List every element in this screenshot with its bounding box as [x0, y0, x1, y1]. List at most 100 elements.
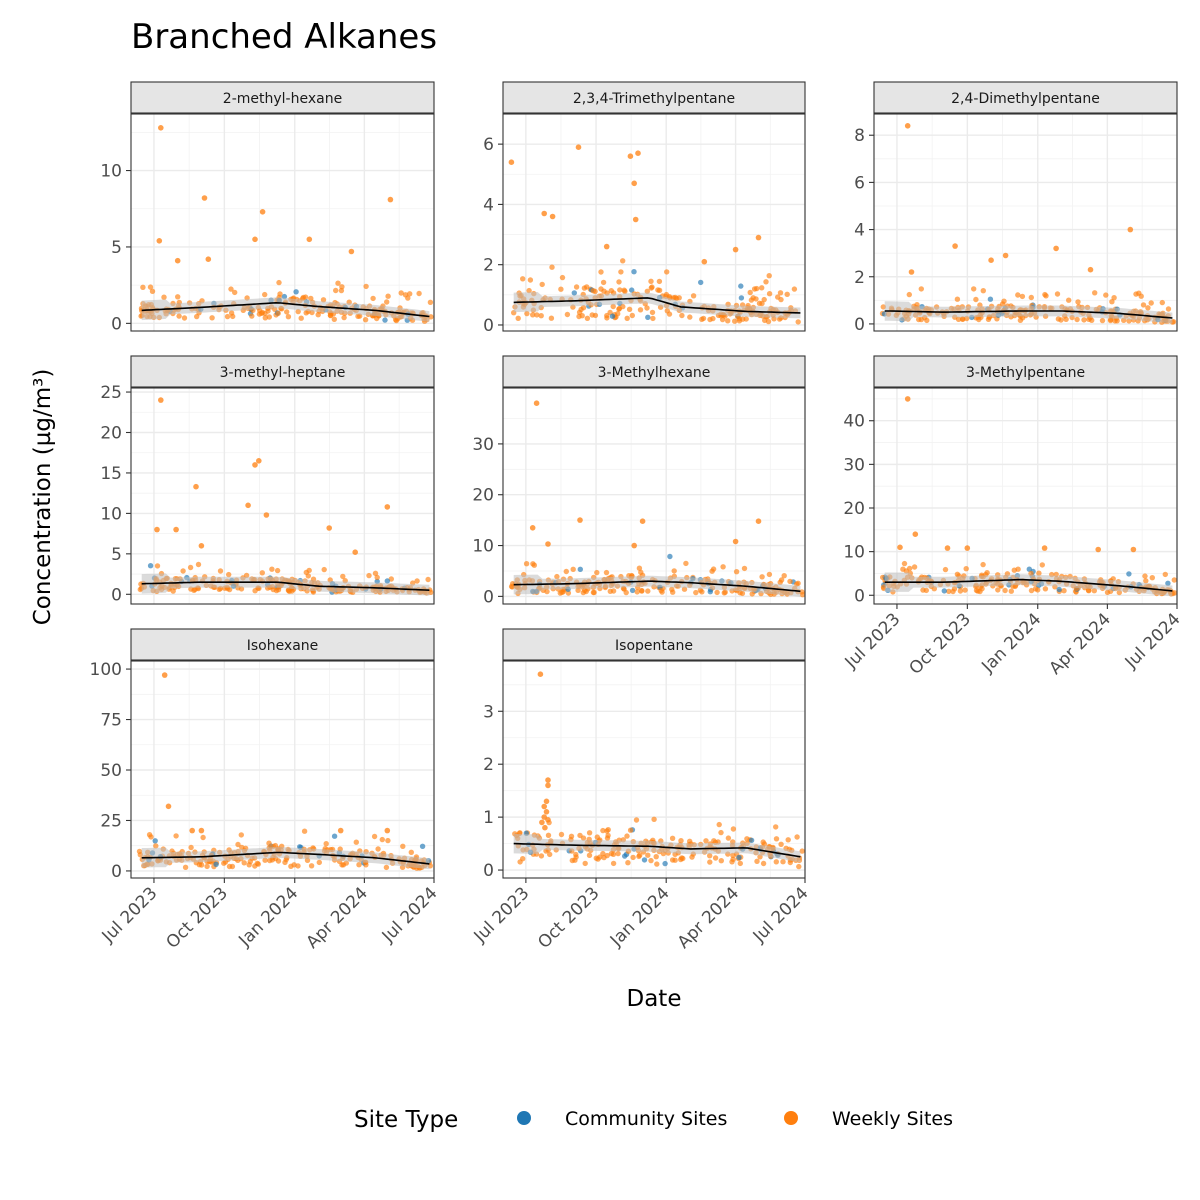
point-weekly-site	[714, 589, 720, 596]
y-tick-label: 0	[111, 585, 122, 605]
facet-label: 3-Methylpentane	[966, 365, 1085, 381]
point-weekly-site	[725, 835, 732, 841]
point-weekly-site	[137, 586, 143, 593]
point-weekly-site	[274, 567, 281, 574]
point-weekly-site	[301, 828, 308, 834]
y-tick-label: 2	[483, 755, 494, 775]
point-weekly-site	[545, 832, 552, 838]
panel-border	[502, 660, 806, 879]
y-tick-label: 15	[100, 464, 122, 484]
y-tick-label: 0	[483, 587, 494, 607]
point-weekly-site	[1149, 575, 1156, 581]
chart-title: Branched Alkanes	[131, 17, 437, 57]
panel-border	[502, 387, 806, 605]
point-weekly-site	[246, 862, 252, 868]
point-weekly-site	[780, 859, 786, 865]
point-weekly-site	[537, 671, 544, 677]
point-weekly-site	[398, 290, 404, 296]
point-weekly-site	[791, 286, 798, 292]
point-weekly-site	[763, 279, 769, 285]
point-weekly-site	[654, 861, 660, 867]
x-axis-title: Date	[627, 986, 682, 1012]
facet-label: 3-methyl-heptane	[220, 365, 346, 381]
point-weekly-site	[760, 860, 767, 867]
point-weekly-site	[637, 307, 644, 313]
point-weekly-site	[331, 316, 337, 322]
point-community-site	[641, 857, 648, 863]
facet-label: Isopentane	[615, 638, 693, 654]
trend-confidence-ribbon	[141, 847, 430, 870]
point-community-site	[629, 287, 635, 293]
point-weekly-site	[1142, 573, 1148, 579]
point-weekly-site	[920, 587, 926, 593]
point-weekly-site	[341, 314, 347, 321]
plot-area	[131, 388, 434, 604]
point-weekly-site	[545, 777, 551, 783]
point-weekly-site	[228, 286, 234, 292]
point-weekly-site	[942, 566, 949, 573]
point-weekly-site	[924, 317, 930, 324]
data-layer	[879, 123, 1177, 325]
point-weekly-site	[154, 526, 160, 533]
point-weekly-site	[323, 841, 329, 847]
point-weekly-site	[900, 566, 906, 572]
facet-strip	[873, 355, 1178, 388]
point-community-site	[622, 853, 628, 859]
trend-confidence-ribbon	[513, 574, 801, 597]
point-weekly-site	[906, 291, 912, 298]
point-weekly-site	[204, 863, 210, 870]
point-weekly-site	[580, 305, 587, 311]
point-weekly-site	[904, 123, 911, 129]
point-weekly-site	[693, 589, 699, 596]
point-weekly-site	[547, 851, 553, 858]
point-weekly-site	[589, 312, 595, 318]
panel-3-methylhexane: 3-Methylhexane 0 10 20 30	[472, 355, 806, 607]
point-weekly-site	[700, 315, 707, 322]
point-weekly-site	[387, 196, 394, 203]
point-weekly-site	[649, 309, 656, 316]
point-weekly-site	[683, 560, 689, 567]
point-weekly-site	[1002, 252, 1009, 259]
point-weekly-site	[270, 586, 276, 593]
point-weekly-site	[557, 590, 563, 596]
point-weekly-site	[316, 859, 322, 866]
point-weekly-site	[781, 573, 787, 579]
panel-3-methylpentane: 3-Methylpentane 0 10 20 30 40 Jul 2023 Oct 2023…	[841, 355, 1185, 679]
point-weekly-site	[600, 279, 607, 286]
point-weekly-site	[154, 563, 161, 569]
point-weekly-site	[193, 483, 199, 490]
point-weekly-site	[1041, 545, 1048, 551]
point-weekly-site	[224, 313, 231, 320]
y-tick-label: 5	[111, 545, 122, 565]
point-weekly-site	[963, 566, 969, 572]
point-weekly-site	[610, 588, 617, 594]
point-weekly-site	[383, 864, 390, 871]
point-weekly-site	[362, 317, 369, 323]
point-weekly-site	[636, 565, 643, 571]
facet-strip	[502, 355, 806, 388]
point-weekly-site	[973, 296, 979, 303]
legend-label-weekly-sites: Weekly Sites	[832, 1108, 953, 1130]
point-weekly-site	[971, 286, 977, 292]
point-weekly-site	[732, 538, 739, 545]
point-weekly-site	[778, 841, 784, 847]
point-weekly-site	[620, 303, 626, 310]
point-weekly-site	[372, 570, 379, 576]
point-weekly-site	[1011, 567, 1017, 573]
point-weekly-site	[252, 863, 258, 869]
point-weekly-site	[718, 829, 724, 836]
point-community-site	[1126, 571, 1132, 577]
y-tick-label: 4	[483, 195, 494, 215]
data-layer	[512, 671, 805, 870]
y-tick-label: 20	[100, 423, 122, 443]
point-weekly-site	[356, 862, 362, 868]
point-weekly-site	[740, 316, 746, 322]
point-weekly-site	[1095, 546, 1101, 553]
point-weekly-site	[603, 243, 610, 250]
point-weekly-site	[541, 210, 547, 217]
point-weekly-site	[918, 316, 924, 323]
point-weekly-site	[393, 317, 400, 324]
point-weekly-site	[719, 316, 726, 323]
point-weekly-site	[796, 863, 802, 870]
point-weekly-site	[672, 857, 678, 863]
